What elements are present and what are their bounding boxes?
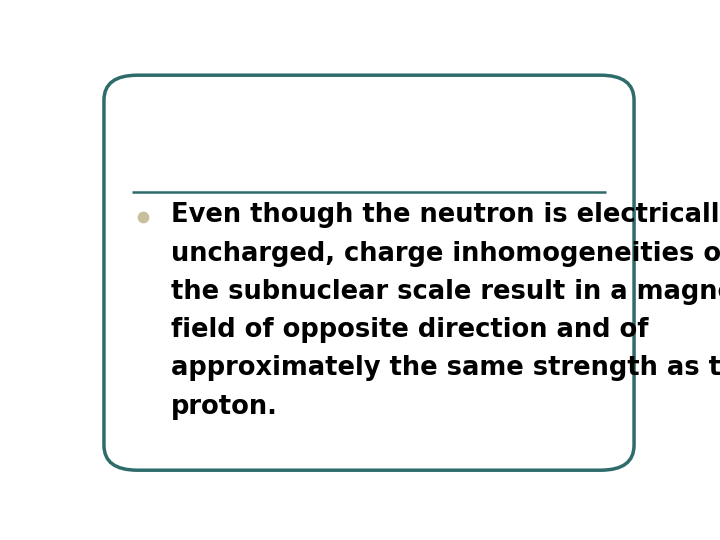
Point: [138, 212, 149, 221]
FancyBboxPatch shape: [104, 75, 634, 470]
Text: uncharged, charge inhomogeneities on: uncharged, charge inhomogeneities on: [171, 241, 720, 267]
Text: Even though the neutron is electrically: Even though the neutron is electrically: [171, 202, 720, 228]
Text: the subnuclear scale result in a magnetic: the subnuclear scale result in a magneti…: [171, 279, 720, 305]
Text: approximately the same strength as the: approximately the same strength as the: [171, 355, 720, 381]
Text: field of opposite direction and of: field of opposite direction and of: [171, 317, 649, 343]
Text: proton.: proton.: [171, 394, 278, 420]
